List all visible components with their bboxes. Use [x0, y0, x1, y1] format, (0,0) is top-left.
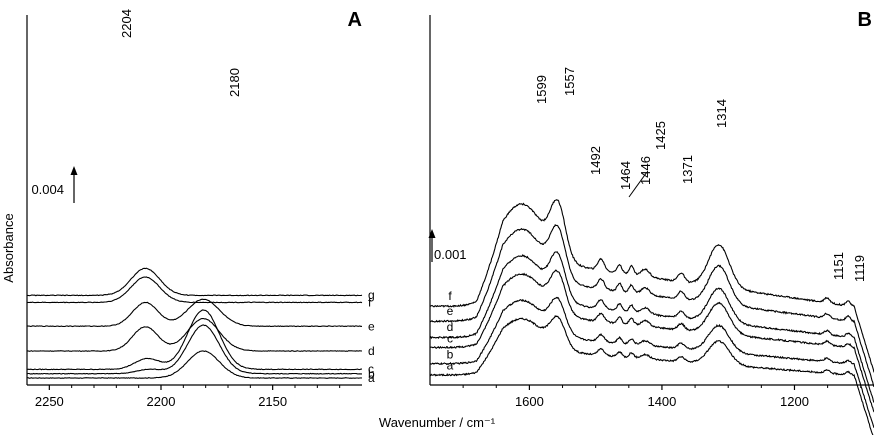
panel-b-scale-bar: 0.001 — [428, 229, 467, 262]
panel-a-series-label-f: f — [368, 296, 372, 310]
panel-b-curves — [429, 199, 874, 435]
panel-a-series-label-d: d — [368, 344, 375, 358]
panel-a-series-e — [26, 298, 363, 328]
panel-a-series-b — [26, 324, 362, 375]
panel-b-peak-label-1151: 1151 — [831, 252, 846, 280]
panel-b-series-label-c: c — [447, 331, 453, 345]
panel-a-series-f — [26, 276, 363, 304]
panel-b-series-e — [429, 224, 874, 388]
panel-b-peak-label-1371: 1371 — [680, 155, 695, 184]
panel-a-scale-bar: 0.004 — [31, 166, 78, 203]
panel-b-series-label-a: a — [447, 359, 454, 373]
panel-a-curves — [26, 267, 363, 379]
panel-b-x-tick-label: 1600 — [515, 394, 544, 409]
panel-b-series-label-e: e — [447, 304, 454, 318]
panel-a-series-d — [27, 317, 363, 352]
panel-b-series-f — [430, 199, 874, 373]
panel-a-scale-label: 0.004 — [31, 182, 64, 197]
panel-b-series-label-d: d — [447, 320, 454, 334]
panel-a-peak-label-2180: 2180 — [227, 68, 242, 97]
panel-a-x-tick-label: 2150 — [258, 394, 287, 409]
panel-b-series-b — [429, 296, 874, 428]
panel-a-series-g — [26, 267, 363, 297]
panel-b-peak-label-1492: 1492 — [588, 146, 603, 175]
x-axis-title: Wavenumber / cm⁻¹ — [379, 415, 496, 430]
panel-b-peak-label-1599: 1599 — [534, 75, 549, 104]
panel-b-peak-label-1119: 1119 — [852, 255, 867, 282]
panel-b-peak-label-1446: 1446 — [638, 156, 653, 185]
panel-a-ticks: 2250 2200 2150 — [35, 385, 341, 409]
panel-b-peak-label-1314: 1314 — [714, 99, 729, 128]
panel-b-peak-label-1425: 1425 — [653, 121, 668, 150]
panel-a-series-label-b: b — [368, 367, 375, 381]
panel-b-x-tick-label: 1400 — [647, 394, 676, 409]
panel-a-x-tick-label: 2250 — [35, 394, 64, 409]
panel-b-series-d — [429, 251, 874, 403]
panel-a-series-c — [26, 309, 362, 371]
panel-b-scale-arrow-head — [428, 229, 436, 238]
panel-b-peak-label-1557: 1557 — [562, 67, 577, 96]
panel-b-series-label-f: f — [448, 289, 452, 303]
panel-a-series-label-g: g — [368, 288, 375, 302]
panel-a-x-tick-label: 2200 — [147, 394, 176, 409]
panel-b-scale-label: 0.001 — [434, 247, 467, 262]
panel-a-letter: A — [348, 9, 362, 31]
panel-b-letter: B — [858, 9, 872, 31]
panel-b-series-label-b: b — [447, 348, 454, 362]
panel-b-peak-leader-line — [628, 171, 648, 198]
panel-a-peak-label-2204: 2204 — [119, 9, 134, 38]
panel-a-series-label-c: c — [368, 362, 374, 376]
panel-b-x-tick-label: 1200 — [780, 394, 809, 409]
panel-a-series-label-e: e — [368, 319, 375, 333]
panel-a-series-label-a: a — [368, 371, 375, 385]
panel-b-ticks: 1600 1400 1200 — [462, 385, 862, 409]
panel-a-series-a — [27, 350, 363, 379]
panel-b-peak-label-1464: 1464 — [618, 161, 633, 190]
y-axis-title: Absorbance — [1, 213, 16, 282]
panel-b-series-a — [429, 314, 874, 435]
panel-a-scale-arrow-head — [70, 166, 78, 175]
panel-b-series-c — [429, 269, 874, 413]
